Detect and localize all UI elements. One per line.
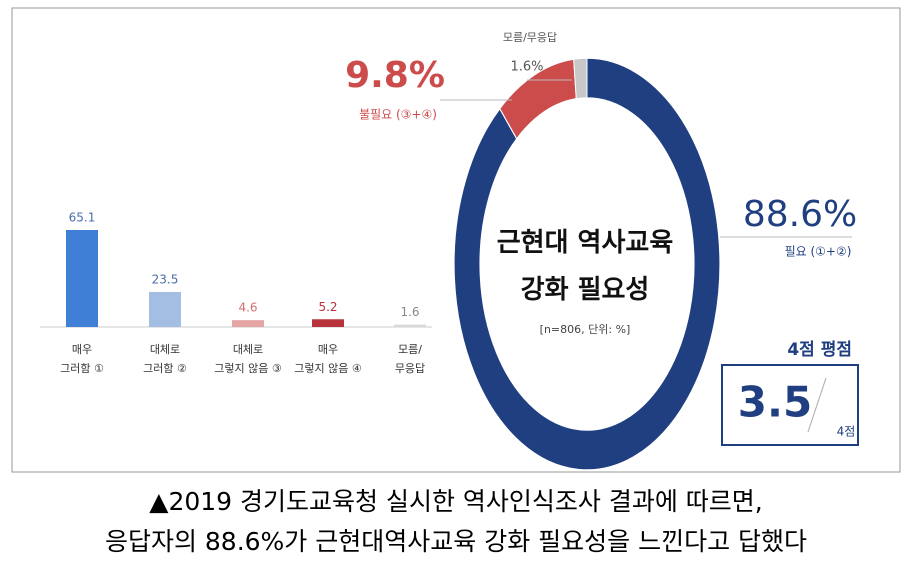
pie-category-label: 모름/무응답 bbox=[503, 31, 557, 44]
x-tick-label: 매우 그러함 ① bbox=[60, 343, 104, 375]
donut-segment bbox=[453, 57, 721, 471]
bar bbox=[312, 319, 344, 327]
bar-value-label: 23.5 bbox=[152, 272, 179, 286]
bar bbox=[232, 320, 264, 327]
pie-subtitle: [n=806, 단위: %] bbox=[540, 323, 631, 336]
score-max: 4점 bbox=[837, 425, 856, 439]
x-tick-label: 모름/무응답 bbox=[395, 343, 425, 375]
pie-category-label: 불필요 (③+④) bbox=[359, 108, 437, 122]
donut-segment bbox=[573, 57, 588, 100]
pie-category-label: 필요 (①+②) bbox=[785, 245, 852, 259]
donut bbox=[453, 57, 721, 471]
bar bbox=[394, 324, 426, 327]
caption-line: ▲2019 경기도교육청 실시한 역사인식조사 결과에 따르면, bbox=[149, 487, 763, 516]
score-label: 4점 평점 bbox=[787, 340, 852, 360]
bar-value-label: 65.1 bbox=[69, 211, 96, 225]
bar-value-label: 1.6 bbox=[400, 305, 419, 319]
pie-value-label: 88.6% bbox=[743, 194, 857, 235]
x-tick-label: 매우 그렇지 않음 ④ bbox=[294, 343, 362, 375]
bar bbox=[66, 230, 98, 327]
bar-value-label: 5.2 bbox=[318, 300, 337, 314]
bar bbox=[149, 291, 181, 327]
bar-value-label: 4.6 bbox=[238, 301, 257, 315]
pie-value-label: 1.6% bbox=[510, 60, 543, 75]
x-tick-label: 대체로 그러함 ② bbox=[143, 343, 187, 375]
score-divider bbox=[807, 377, 827, 433]
score-box bbox=[721, 364, 859, 446]
caption-line: 응답자의 88.6%가 근현대역사교육 강화 필요성을 느낀다고 답했다 bbox=[105, 527, 807, 556]
x-tick-label: 대체로 그렇지 않음 ③ bbox=[214, 343, 282, 375]
pie-title: 근현대 역사교육 강화 필요성 bbox=[497, 228, 674, 305]
pie-value-label: 9.8% bbox=[345, 55, 445, 96]
score-value: 3.5 bbox=[738, 378, 812, 427]
